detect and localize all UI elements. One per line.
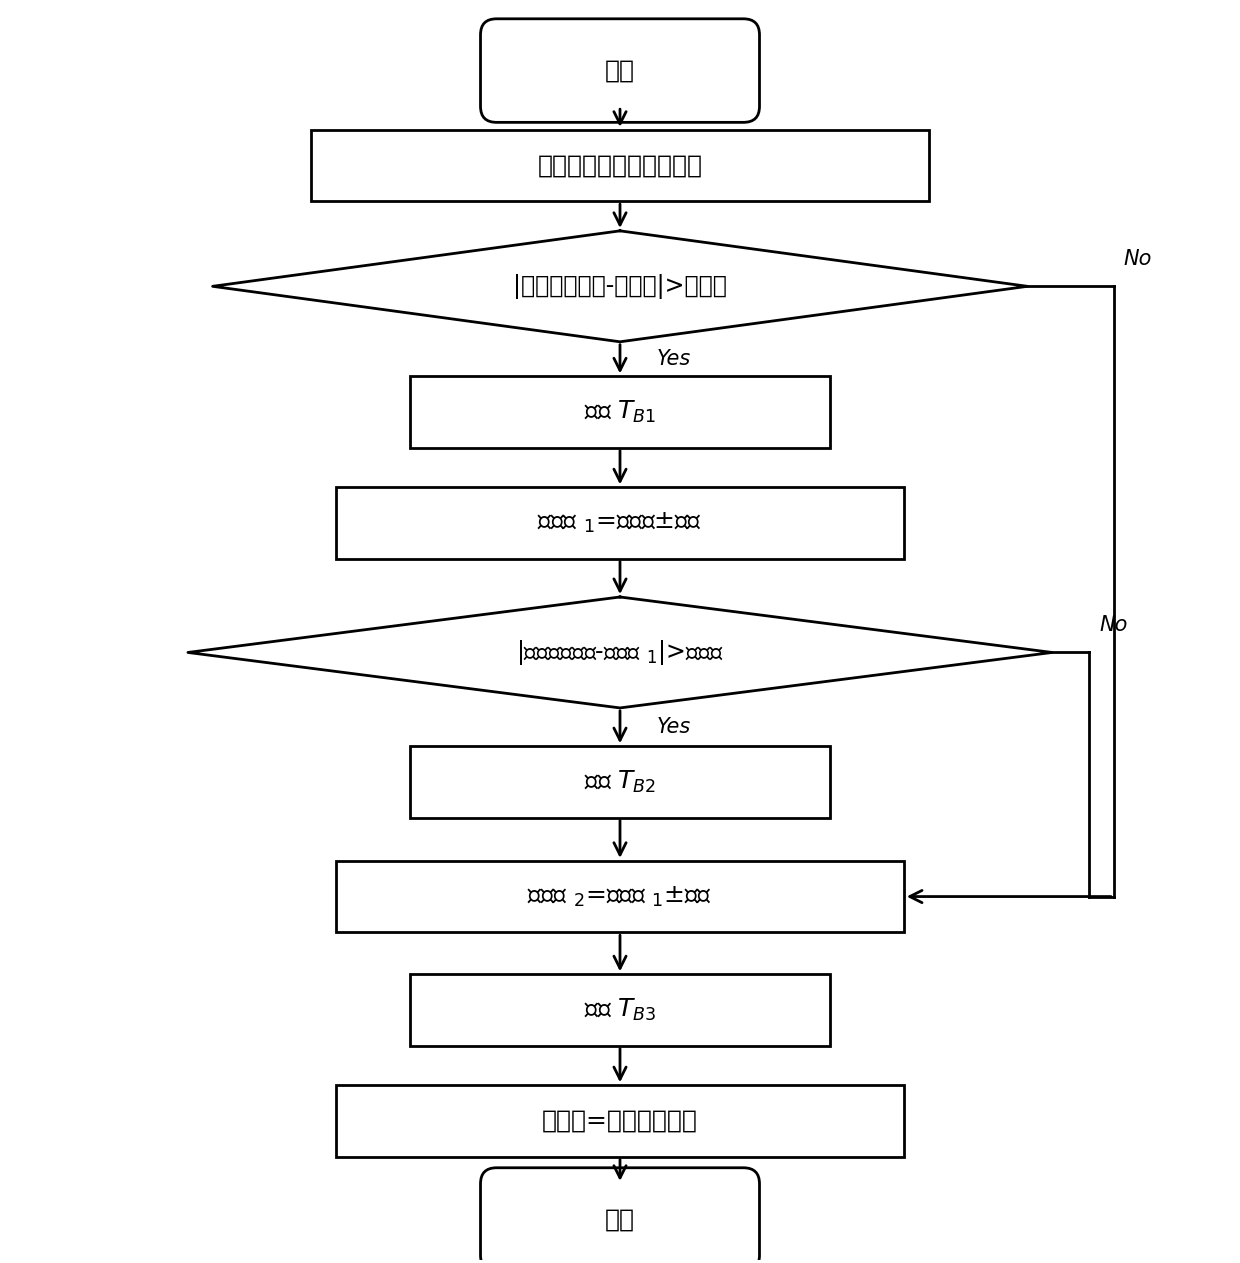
Bar xyxy=(311,130,929,201)
Text: 延时 $T_{B3}$: 延时 $T_{B3}$ xyxy=(584,997,656,1023)
Bar xyxy=(336,1085,904,1157)
Text: 弯辊力=弯辊力设定值: 弯辊力=弯辊力设定值 xyxy=(542,1109,698,1133)
Polygon shape xyxy=(188,597,1052,709)
Bar xyxy=(410,974,830,1046)
Bar xyxy=(410,376,830,448)
Text: 结束: 结束 xyxy=(605,1207,635,1231)
Text: 开始: 开始 xyxy=(605,58,635,82)
Text: 弯辊力 $_{2}$=弯辊力 $_{1}$±阈值: 弯辊力 $_{2}$=弯辊力 $_{1}$±阈值 xyxy=(527,884,713,908)
Bar xyxy=(410,746,830,817)
Text: Yes: Yes xyxy=(657,717,691,738)
Text: No: No xyxy=(1123,249,1152,269)
Bar xyxy=(336,488,904,558)
Text: |弯辊力设定值-平衡力|>阈值？: |弯辊力设定值-平衡力|>阈值？ xyxy=(513,274,727,299)
Polygon shape xyxy=(212,231,1028,342)
Text: 延时 $T_{B1}$: 延时 $T_{B1}$ xyxy=(584,399,656,426)
Bar xyxy=(336,861,904,932)
Text: |弯辊力设定值-弯辊力 $_{1}$|>阈值？: |弯辊力设定值-弯辊力 $_{1}$|>阈值？ xyxy=(516,638,724,667)
FancyBboxPatch shape xyxy=(481,19,759,123)
FancyBboxPatch shape xyxy=(481,1168,759,1263)
Text: Yes: Yes xyxy=(657,349,691,369)
Text: 取本机架咬钢上升沿信号: 取本机架咬钢上升沿信号 xyxy=(537,154,703,178)
Text: 延时 $T_{B2}$: 延时 $T_{B2}$ xyxy=(584,769,656,794)
Text: 弯辊力 $_{1}$=平衡力±阈值: 弯辊力 $_{1}$=平衡力±阈值 xyxy=(537,512,703,536)
Text: No: No xyxy=(1099,615,1127,635)
